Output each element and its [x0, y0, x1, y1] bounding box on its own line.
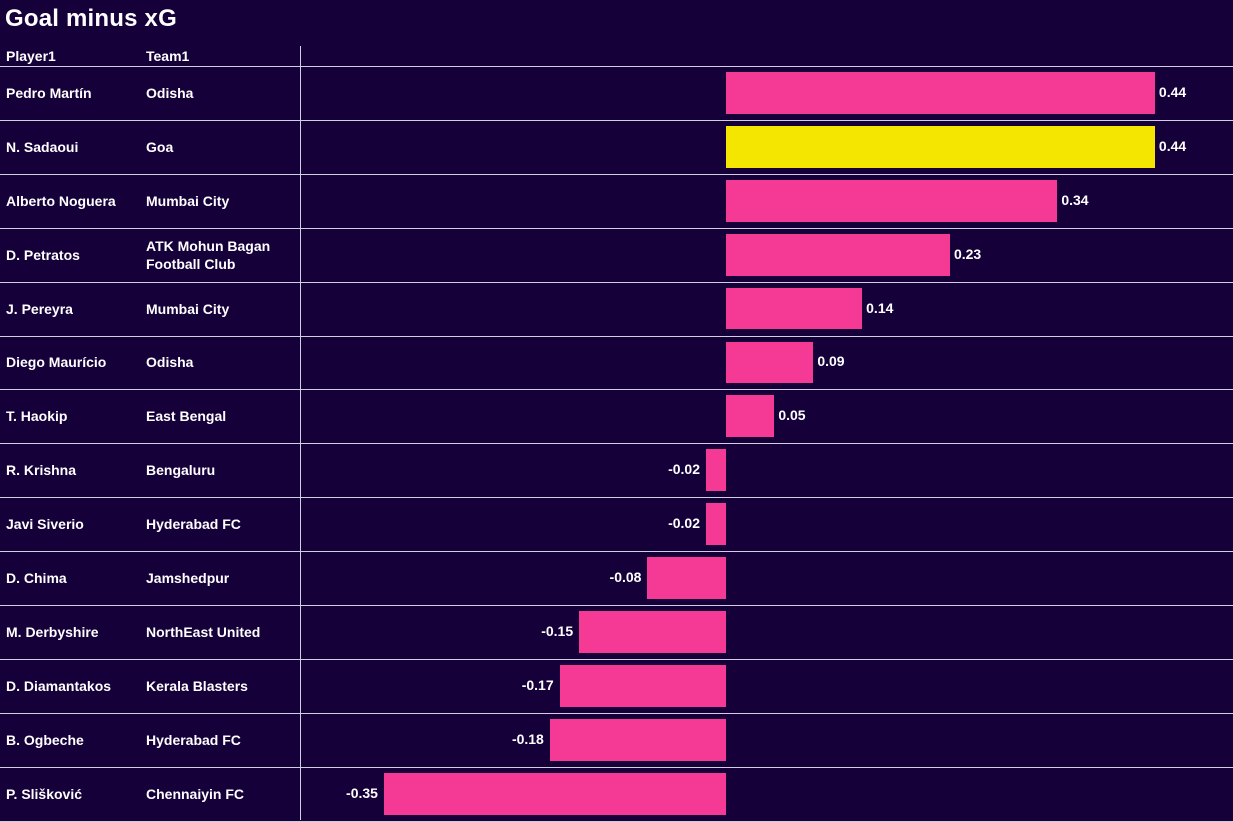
- bar: [383, 772, 726, 815]
- team-name: Odisha: [146, 354, 194, 371]
- bar: [579, 611, 726, 653]
- player-name: B. Ogbeche: [6, 731, 84, 748]
- bar: [706, 503, 726, 546]
- team-column-header: Team1: [146, 48, 190, 64]
- team-name: Odisha: [146, 84, 194, 101]
- player-name: Alberto Noguera: [6, 192, 116, 209]
- bar: [725, 125, 1155, 168]
- value-label: 0.05: [778, 407, 806, 424]
- value-label: 0.09: [817, 353, 845, 370]
- team-name: Mumbai City: [146, 192, 230, 209]
- player-name: J. Pereyra: [6, 300, 73, 317]
- row-divider: [0, 389, 1233, 390]
- team-name: East Bengal: [146, 408, 227, 425]
- row-divider: [0, 120, 1233, 121]
- bar: [725, 233, 950, 276]
- player-name: D. Petratos: [6, 246, 80, 263]
- player-column-header: Player1: [6, 48, 56, 64]
- value-label: -0.35: [346, 784, 378, 801]
- team-name: Mumbai City: [146, 300, 230, 317]
- row-divider: [0, 228, 1233, 229]
- player-name: P. Slišković: [6, 785, 83, 802]
- value-label: -0.08: [609, 569, 642, 586]
- player-name: M. Derbyshire: [6, 623, 99, 640]
- team-name: NorthEast United: [146, 623, 261, 640]
- row-divider: [0, 497, 1233, 498]
- value-label: -0.17: [521, 676, 554, 693]
- player-name: D. Diamantakos: [6, 677, 112, 694]
- row-divider: [0, 659, 1233, 660]
- value-label: -0.02: [668, 461, 701, 478]
- bar: [706, 449, 726, 492]
- value-label: 0.44: [1158, 83, 1187, 100]
- value-label: 0.14: [866, 299, 894, 316]
- row-divider: [0, 443, 1233, 444]
- value-label: 0.23: [953, 245, 982, 262]
- row-divider: [0, 605, 1233, 606]
- row-divider: [0, 336, 1233, 337]
- team-name: Kerala Blasters: [146, 677, 248, 694]
- value-label: -0.18: [511, 730, 544, 747]
- bar: [725, 395, 775, 438]
- row-divider: [0, 551, 1233, 552]
- team-name: Bengaluru: [146, 462, 216, 479]
- player-name: Javi Siverio: [6, 516, 84, 533]
- column-divider: [300, 46, 301, 820]
- value-label: -0.02: [668, 515, 701, 532]
- team-name: ATK Mohun Bagan Football Club: [146, 237, 271, 272]
- player-name: N. Sadaoui: [6, 138, 79, 155]
- row-divider: [0, 767, 1233, 768]
- player-name: R. Krishna: [6, 462, 77, 479]
- team-name: Chennaiyin FC: [146, 785, 245, 802]
- value-label: 0.34: [1061, 191, 1089, 208]
- bar: [725, 72, 1155, 114]
- bar: [725, 341, 814, 384]
- player-name: Pedro Martín: [6, 84, 92, 101]
- row-divider: [0, 174, 1233, 175]
- player-name: T. Haokip: [6, 408, 68, 425]
- player-name: Diego Maurício: [6, 354, 107, 371]
- team-name: Jamshedpur: [146, 570, 230, 587]
- player-name: D. Chima: [6, 570, 67, 587]
- bar: [725, 179, 1058, 222]
- team-name: Hyderabad FC: [146, 731, 241, 748]
- value-label: -0.15: [541, 622, 574, 639]
- team-name: Hyderabad FC: [146, 516, 241, 533]
- bar: [647, 557, 726, 599]
- chart-title: Goal minus xG: [5, 5, 177, 32]
- value-label: 0.44: [1158, 137, 1187, 154]
- bar: [559, 664, 726, 707]
- bar: [549, 718, 726, 761]
- row-divider: [0, 713, 1233, 714]
- row-divider: [0, 66, 1233, 67]
- row-divider: [0, 282, 1233, 283]
- bar: [725, 287, 863, 330]
- team-name: Goa: [146, 138, 174, 155]
